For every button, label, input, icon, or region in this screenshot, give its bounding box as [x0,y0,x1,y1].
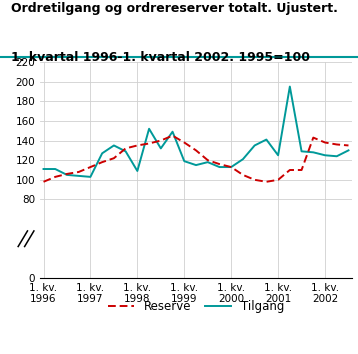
Reserve [276,178,280,182]
Legend: Reserve, Tilgang: Reserve, Tilgang [103,295,289,318]
Reserve [194,148,198,153]
Tilgang [217,165,222,169]
Reserve [311,136,315,140]
Tilgang [346,148,350,153]
Text: 1. kvartal 1996-1. kvartal 2002. 1995=100: 1. kvartal 1996-1. kvartal 2002. 1995=10… [11,51,310,64]
Reserve [170,133,175,138]
Tilgang [311,150,315,154]
Tilgang [252,143,257,148]
Tilgang [170,130,175,134]
Tilgang [323,153,327,158]
Tilgang [100,151,104,155]
Tilgang [159,146,163,150]
Reserve [53,175,57,179]
Tilgang [124,149,128,154]
Reserve [100,160,104,164]
Reserve [299,168,304,172]
Line: Reserve: Reserve [44,136,348,182]
Tilgang [182,159,187,163]
Tilgang [65,173,69,177]
Tilgang [147,127,151,131]
Tilgang [299,149,304,154]
Reserve [147,141,151,145]
Line: Tilgang: Tilgang [44,86,348,177]
Reserve [124,146,128,150]
Tilgang [194,163,198,167]
Text: Ordretilgang og ordrereserver totalt. Ujustert.: Ordretilgang og ordrereserver totalt. Uj… [11,2,338,15]
Reserve [88,165,93,169]
Tilgang [205,160,210,164]
Reserve [323,141,327,145]
Tilgang [229,165,233,169]
Reserve [264,180,268,184]
Reserve [205,158,210,162]
Reserve [229,165,233,169]
Tilgang [42,167,46,171]
Reserve [288,168,292,172]
Reserve [252,178,257,182]
Tilgang [112,143,116,148]
Tilgang [288,84,292,88]
Reserve [346,143,350,148]
Tilgang [335,154,339,158]
Reserve [112,156,116,160]
Reserve [159,138,163,143]
Tilgang [135,169,140,173]
Tilgang [88,175,93,179]
Tilgang [276,153,280,158]
Reserve [42,180,46,184]
Tilgang [241,157,245,161]
Reserve [77,170,81,174]
Tilgang [264,137,268,142]
Reserve [135,143,140,148]
Reserve [241,173,245,177]
Tilgang [77,174,81,178]
Reserve [65,172,69,176]
Reserve [217,162,222,166]
Reserve [335,142,339,147]
Tilgang [53,167,57,171]
Reserve [182,141,187,145]
